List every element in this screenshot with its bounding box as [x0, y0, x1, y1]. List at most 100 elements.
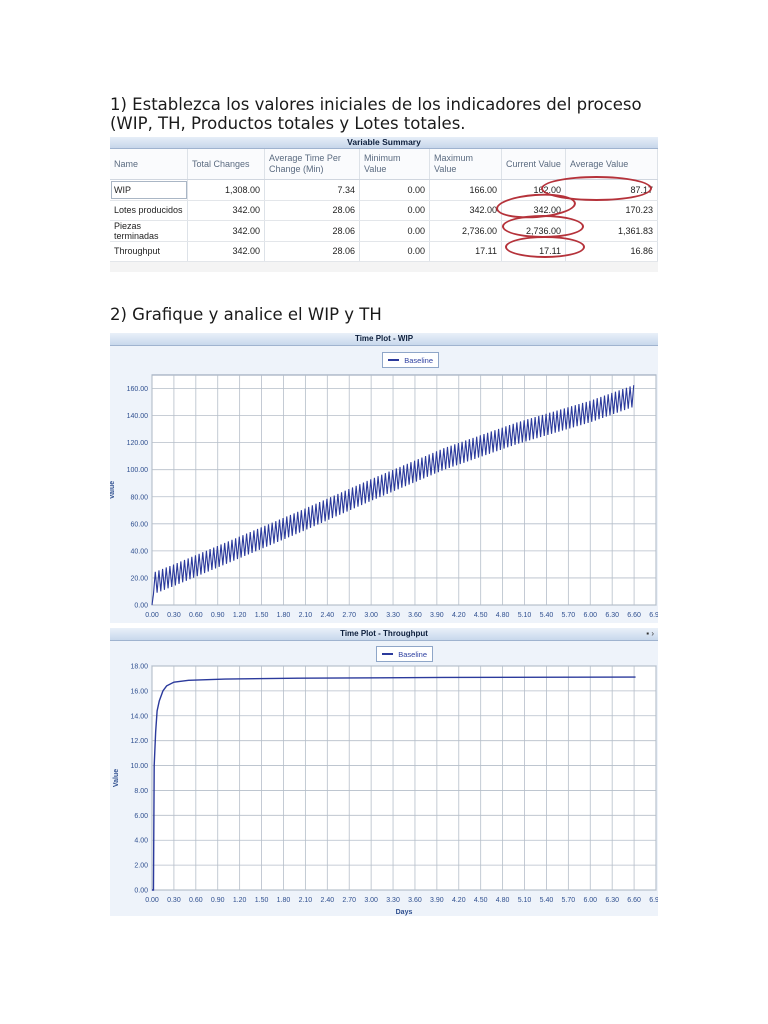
y-tick-label: 60.00	[130, 521, 148, 528]
pin-icon[interactable]: ▪ ›	[646, 629, 654, 638]
cell: 17.11	[430, 241, 502, 261]
cell: 1,308.00	[188, 180, 265, 200]
x-tick-label: 0.30	[167, 897, 181, 904]
cell: 342.00	[188, 200, 265, 220]
x-tick-label: 2.40	[320, 897, 334, 904]
throughput-plot-area: 0.00 0.30 0.60 0.90 1.20 1.50 1.80 2.10 2.40 2.70…	[113, 664, 658, 917]
y-tick-label: 40.00	[130, 548, 148, 555]
cell: 0.00	[360, 200, 430, 220]
wip-plot-area: 0.00 0.30 0.60 0.90 1.20 1.50 1.80 2.10 2.40 2.70…	[110, 374, 658, 619]
highlight-ellipse	[505, 236, 585, 258]
legend-label: Baseline	[398, 649, 427, 659]
cell: 166.00	[430, 180, 502, 200]
x-tick-label: 2.70	[342, 897, 356, 904]
cell: 0.00	[360, 241, 430, 261]
cell: 16.86	[566, 241, 658, 261]
x-tick-label: 6.90	[649, 897, 658, 904]
x-tick-label: 4.20	[452, 612, 466, 619]
x-tick-label: 1.20	[233, 897, 247, 904]
cell: 1,361.83	[566, 221, 658, 241]
x-tick-label: 5.40	[540, 612, 554, 619]
x-tick-label: 3.30	[386, 612, 400, 619]
row-name: Lotes producidos	[110, 200, 188, 220]
question-2: 2) Grafique y analice el WIP y TH	[110, 305, 382, 324]
col-total-changes: Total Changes	[188, 149, 265, 179]
y-tick-label: 14.00	[130, 713, 148, 720]
x-tick-label: 4.50	[474, 897, 488, 904]
x-tick-label: 1.50	[255, 612, 269, 619]
cell: 0.00	[360, 221, 430, 241]
x-tick-label: 4.50	[474, 612, 488, 619]
row-name: Throughput	[110, 241, 188, 261]
cell: 342.00	[430, 200, 502, 220]
x-axis-label: Days	[396, 909, 413, 916]
x-tick-label: 3.00	[364, 612, 378, 619]
x-tick-label: 0.30	[167, 612, 181, 619]
x-tick-label: 6.90	[649, 612, 658, 619]
x-tick-label: 6.60	[627, 612, 641, 619]
y-tick-label: 140.00	[127, 413, 149, 420]
cell: 170.23	[566, 200, 658, 220]
cell: 0.00	[360, 180, 430, 200]
y-tick-label: 8.00	[134, 788, 148, 795]
x-tick-label: 0.90	[211, 897, 225, 904]
col-avg-time: Average Time Per Change (Min)	[265, 149, 360, 179]
x-tick-label: 2.10	[299, 897, 313, 904]
x-tick-label: 0.00	[145, 897, 159, 904]
x-tick-label: 5.10	[518, 612, 532, 619]
table-row[interactable]: WIP 1,308.00 7.34 0.00 166.00 162.00 87.…	[110, 180, 658, 201]
x-tick-label: 0.60	[189, 612, 203, 619]
x-tick-label: 1.20	[233, 612, 247, 619]
x-tick-label: 5.40	[540, 897, 554, 904]
col-current: Current Value	[502, 149, 566, 179]
y-tick-label: 20.00	[130, 575, 148, 582]
plot-background	[151, 374, 657, 606]
table-title: Variable Summary	[110, 137, 658, 149]
x-tick-label: 2.40	[320, 612, 334, 619]
y-tick-label: 0.00	[134, 888, 148, 895]
x-tick-label: 1.80	[277, 897, 291, 904]
x-tick-label: 4.20	[452, 897, 466, 904]
y-tick-label: 2.00	[134, 863, 148, 870]
cell: 342.00	[188, 241, 265, 261]
highlight-ellipse	[502, 215, 584, 238]
question-1: 1) Establezca los valores iniciales de l…	[110, 95, 642, 133]
row-name: Piezas terminadas	[110, 221, 188, 241]
legend-swatch	[388, 359, 400, 361]
x-tick-label: 1.50	[255, 897, 269, 904]
y-tick-label: 100.00	[127, 467, 149, 474]
cell: 7.34	[265, 180, 360, 200]
x-tick-label: 0.90	[211, 612, 225, 619]
legend-swatch	[382, 653, 394, 655]
cell: 28.06	[265, 200, 360, 220]
y-axis-label: Value	[110, 481, 116, 499]
x-tick-label: 6.00	[583, 612, 597, 619]
cell: 342.00	[188, 221, 265, 241]
x-tick-label: 0.00	[145, 612, 159, 619]
x-tick-label: 1.80	[277, 612, 291, 619]
y-tick-label: 120.00	[127, 440, 149, 447]
cell: 28.06	[265, 221, 360, 241]
x-tick-label: 2.70	[342, 612, 356, 619]
y-tick-label: 16.00	[130, 688, 148, 695]
y-tick-label: 0.00	[134, 603, 148, 610]
y-tick-label: 18.00	[130, 664, 148, 671]
x-tick-label: 3.90	[430, 897, 444, 904]
x-tick-label: 2.10	[299, 612, 313, 619]
chart-legend: Baseline	[376, 646, 433, 662]
table-header-row: Name Total Changes Average Time Per Chan…	[110, 149, 658, 180]
legend-label: Baseline	[404, 355, 433, 365]
y-tick-label: 6.00	[134, 813, 148, 820]
row-name[interactable]: WIP	[110, 180, 188, 200]
x-tick-label: 3.30	[386, 897, 400, 904]
wip-time-plot: Time Plot - WIP Baseline 0.00 0.30 0.60 0.9…	[110, 333, 658, 623]
x-tick-label: 5.70	[562, 897, 576, 904]
x-tick-label: 6.30	[605, 612, 619, 619]
col-max: Maximum Value	[430, 149, 502, 179]
y-tick-label: 12.00	[130, 738, 148, 745]
cell: 342.00	[502, 200, 566, 220]
chart-title: Time Plot - Throughput	[110, 628, 658, 641]
x-tick-label: 3.00	[364, 897, 378, 904]
x-tick-label: 6.30	[605, 897, 619, 904]
col-min: Minimum Value	[360, 149, 430, 179]
